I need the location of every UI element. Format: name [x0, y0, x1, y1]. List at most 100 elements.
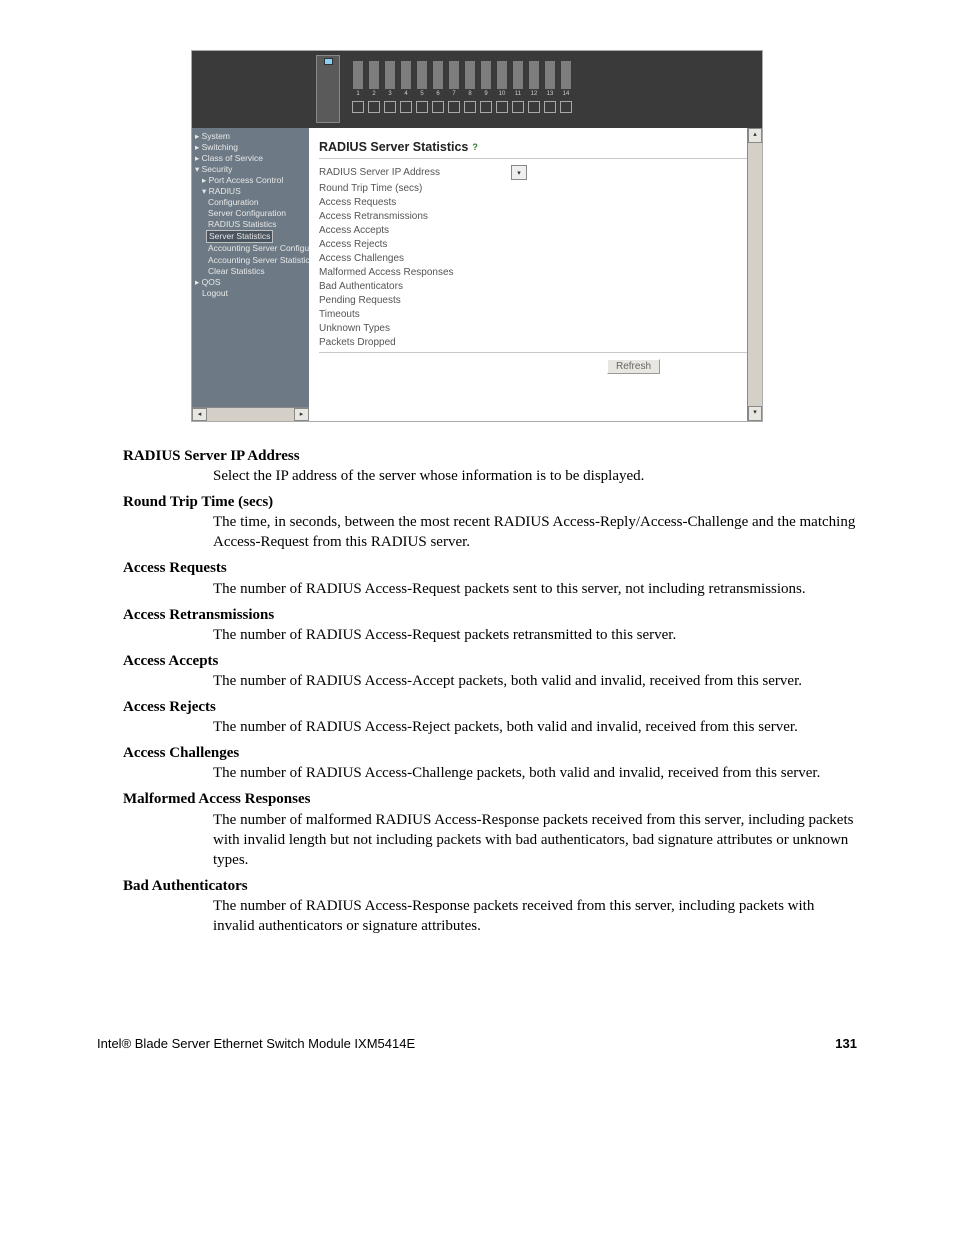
- port-column: 3: [382, 61, 398, 99]
- port-column: 7: [446, 61, 462, 99]
- port-number-label: 2: [372, 91, 375, 99]
- divider: [319, 352, 752, 353]
- definition-description: The number of RADIUS Access-Accept packe…: [95, 671, 859, 691]
- nav-item[interactable]: Configuration: [192, 197, 309, 208]
- admin-ui-screenshot: 1234567891011121314 ▸ System▸ Switching▸…: [191, 50, 763, 422]
- nav-item[interactable]: Accounting Server Configuratio: [192, 243, 309, 254]
- definition-term: Access Requests: [95, 558, 859, 578]
- definition-description: The number of RADIUS Access-Response pac…: [95, 896, 859, 936]
- ip-address-dropdown[interactable]: ▾: [511, 165, 527, 180]
- port-status-box: [368, 101, 380, 113]
- port-graphic: 1234567891011121314: [350, 61, 574, 113]
- port-column: 12: [526, 61, 542, 99]
- port-status-box: [544, 101, 556, 113]
- stat-field-row: Malformed Access Responses: [319, 267, 752, 278]
- stat-field-row: Access Rejects: [319, 239, 752, 250]
- definition-term: Malformed Access Responses: [95, 789, 859, 809]
- nav-item[interactable]: Server Configuration: [192, 208, 309, 219]
- definition-description: The number of RADIUS Access-Challenge pa…: [95, 763, 859, 783]
- port-status-box: [464, 101, 476, 113]
- stat-field-label: Timeouts: [319, 309, 511, 320]
- port-number-label: 3: [388, 91, 391, 99]
- port-number-label: 6: [436, 91, 439, 99]
- port-number-label: 5: [420, 91, 423, 99]
- page-footer: Intel® Blade Server Ethernet Switch Modu…: [95, 1036, 859, 1051]
- content-panel: RADIUS Server Statistics ? RADIUS Server…: [309, 128, 762, 421]
- port-status-box: [432, 101, 444, 113]
- stat-field-row: Pending Requests: [319, 295, 752, 306]
- port-status-box: [480, 101, 492, 113]
- port-column: 5: [414, 61, 430, 99]
- stat-field-row: RADIUS Server IP Address▾: [319, 165, 752, 180]
- scroll-down-icon[interactable]: ▾: [748, 406, 762, 421]
- stat-field-label: Access Challenges: [319, 253, 511, 264]
- stat-field-row: Access Requests: [319, 197, 752, 208]
- port-column: 2: [366, 61, 382, 99]
- port-status-box: [400, 101, 412, 113]
- port-number-label: 10: [499, 91, 506, 99]
- stat-field-label: Access Retransmissions: [319, 211, 511, 222]
- nav-item-selected[interactable]: Server Statistics: [206, 230, 273, 243]
- footer-page-number: 131: [835, 1036, 857, 1051]
- definition-term: RADIUS Server IP Address: [95, 446, 859, 466]
- port-number-label: 12: [531, 91, 538, 99]
- footer-product: Intel® Blade Server Ethernet Switch Modu…: [97, 1036, 415, 1051]
- port-number-label: 4: [404, 91, 407, 99]
- port-column: 4: [398, 61, 414, 99]
- port-status-box: [448, 101, 460, 113]
- nav-item[interactable]: ▾ Security: [192, 164, 309, 175]
- nav-item[interactable]: Accounting Server Statistics: [192, 255, 309, 266]
- port-status-box: [384, 101, 396, 113]
- nav-item[interactable]: ▸ QOS: [192, 277, 309, 288]
- device-header: 1234567891011121314: [192, 51, 762, 128]
- definition-description: The number of RADIUS Access-Reject packe…: [95, 717, 859, 737]
- content-vscrollbar[interactable]: ▴ ▾: [747, 128, 762, 421]
- nav-hscrollbar[interactable]: ◂ ▸: [192, 407, 309, 421]
- definition-term: Access Rejects: [95, 697, 859, 717]
- port-number-label: 8: [468, 91, 471, 99]
- scroll-up-icon[interactable]: ▴: [748, 128, 762, 143]
- nav-item[interactable]: Logout: [192, 288, 309, 299]
- definition-description: The time, in seconds, between the most r…: [95, 512, 859, 552]
- port-number-label: 13: [547, 91, 554, 99]
- nav-item[interactable]: ▸ System: [192, 131, 309, 142]
- port-column: 1: [350, 61, 366, 99]
- stat-field-row: Timeouts: [319, 309, 752, 320]
- definition-term: Access Challenges: [95, 743, 859, 763]
- scroll-left-icon[interactable]: ◂: [192, 408, 207, 421]
- nav-tree[interactable]: ▸ System▸ Switching▸ Class of Service▾ S…: [192, 128, 309, 421]
- definition-description: Select the IP address of the server whos…: [95, 466, 859, 486]
- definition-term: Bad Authenticators: [95, 876, 859, 896]
- definition-description: The number of RADIUS Access-Request pack…: [95, 625, 859, 645]
- port-number-label: 14: [563, 91, 570, 99]
- stat-field-row: Access Challenges: [319, 253, 752, 264]
- port-status-box: [512, 101, 524, 113]
- port-status-box: [560, 101, 572, 113]
- port-number-label: 7: [452, 91, 455, 99]
- port-status-box: [528, 101, 540, 113]
- port-status-box: [352, 101, 364, 113]
- nav-item[interactable]: ▾ RADIUS: [192, 186, 309, 197]
- port-status-box: [496, 101, 508, 113]
- port-column: 11: [510, 61, 526, 99]
- nav-item[interactable]: RADIUS Statistics: [192, 219, 309, 230]
- stat-field-row: Bad Authenticators: [319, 281, 752, 292]
- help-icon[interactable]: ?: [472, 142, 478, 152]
- port-number-label: 1: [356, 91, 359, 99]
- refresh-button[interactable]: Refresh: [607, 359, 660, 374]
- nav-item[interactable]: ▸ Switching: [192, 142, 309, 153]
- nav-item[interactable]: ▸ Class of Service: [192, 153, 309, 164]
- scroll-right-icon[interactable]: ▸: [294, 408, 309, 421]
- stat-field-label: Pending Requests: [319, 295, 511, 306]
- stat-field-row: Unknown Types: [319, 323, 752, 334]
- stat-field-label: Malformed Access Responses: [319, 267, 511, 278]
- port-column: 9: [478, 61, 494, 99]
- port-status-box: [416, 101, 428, 113]
- stat-field-label: Bad Authenticators: [319, 281, 511, 292]
- port-column: 8: [462, 61, 478, 99]
- nav-item[interactable]: Clear Statistics: [192, 266, 309, 277]
- port-number-label: 9: [484, 91, 487, 99]
- nav-item[interactable]: ▸ Port Access Control: [192, 175, 309, 186]
- stat-field-label: Round Trip Time (secs): [319, 183, 511, 194]
- port-column: 6: [430, 61, 446, 99]
